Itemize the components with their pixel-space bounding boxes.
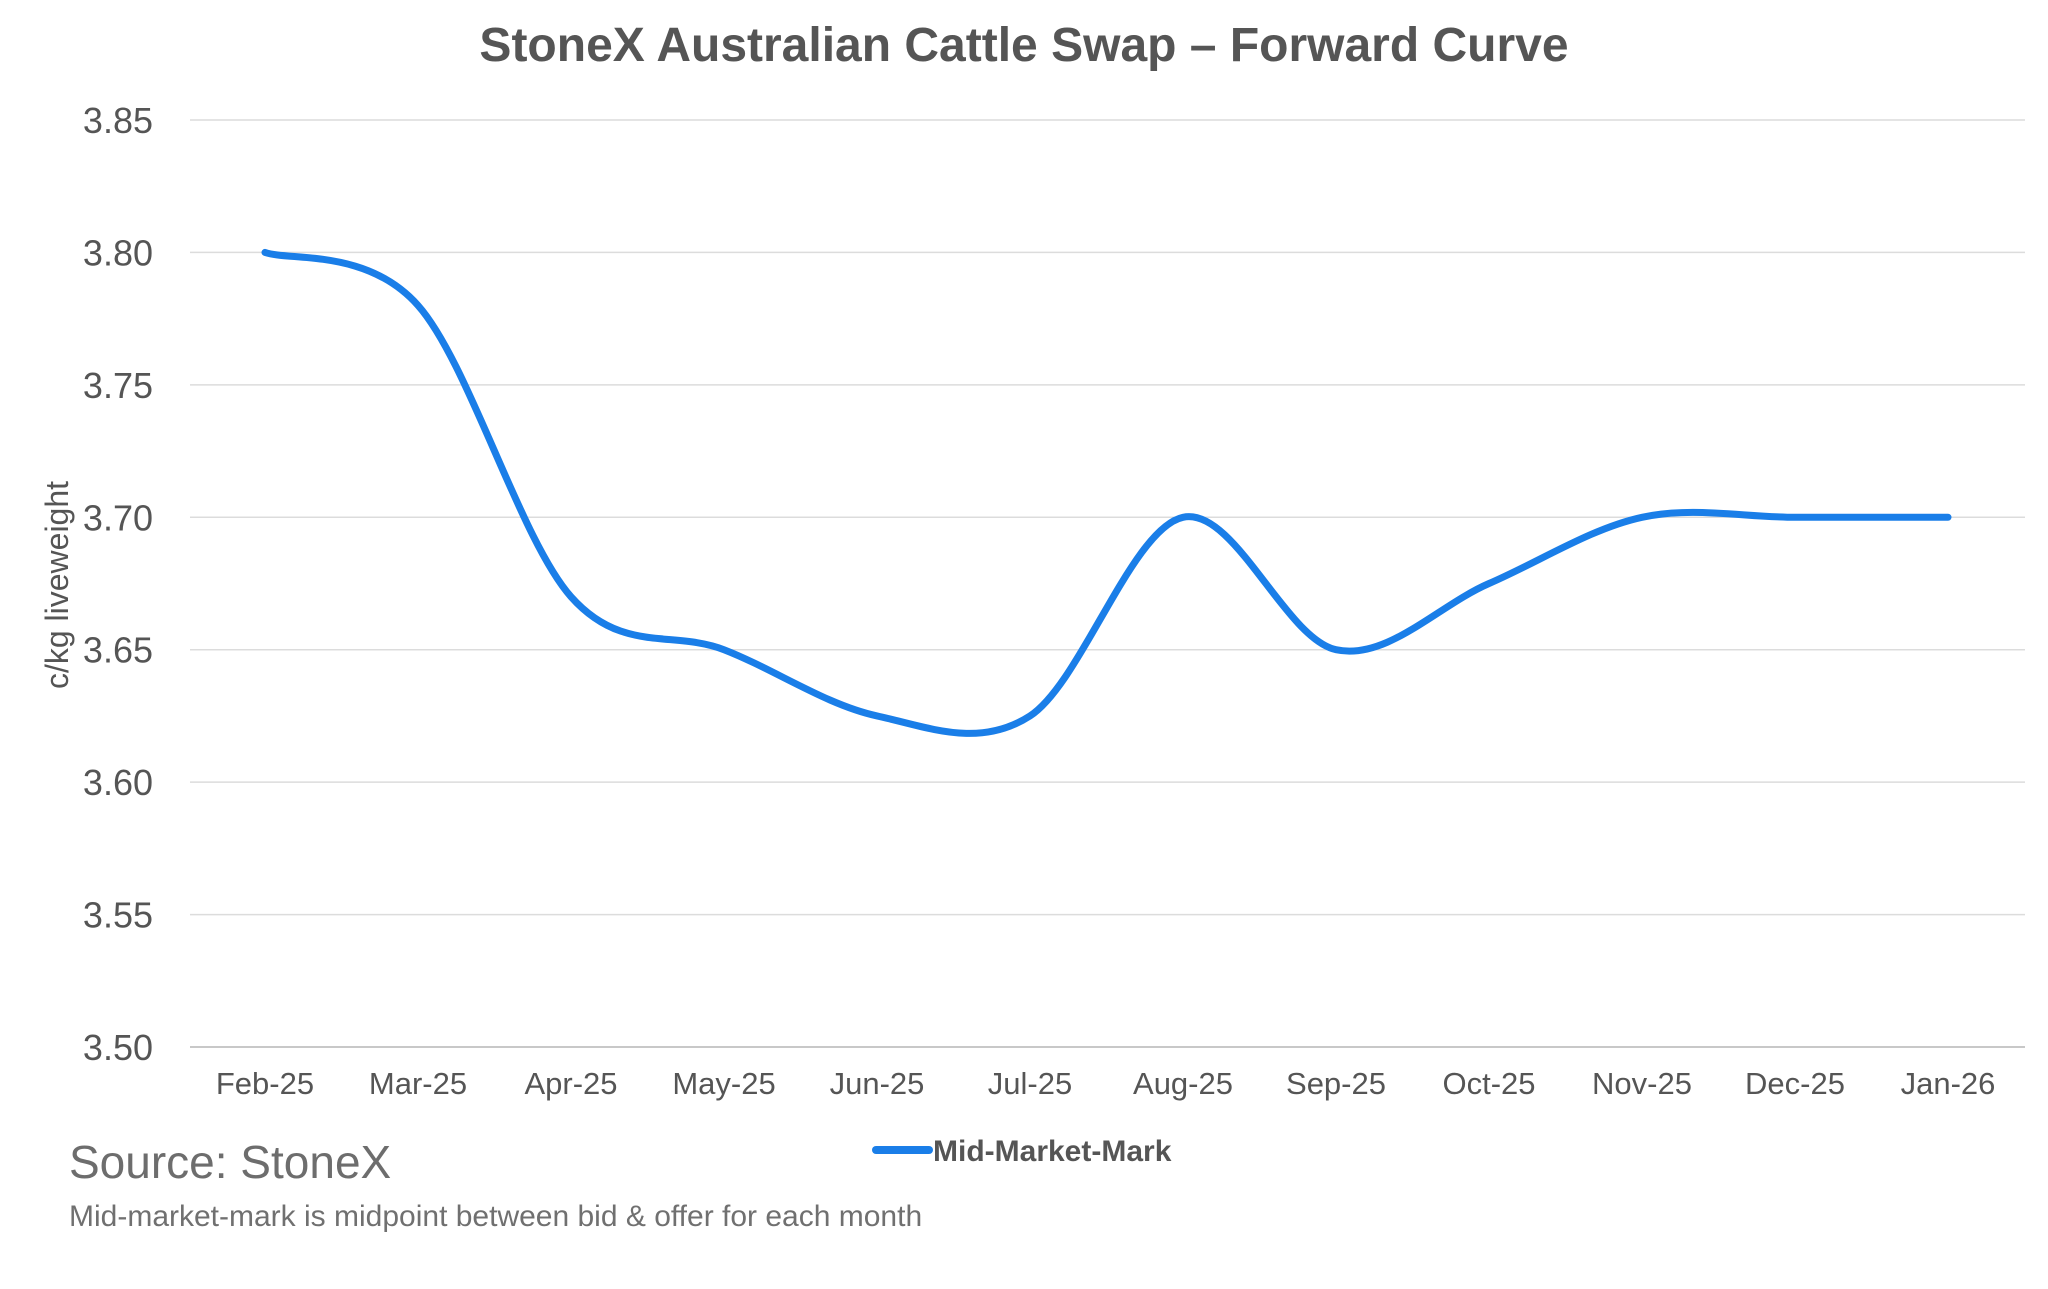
footnote: Mid-market-mark is midpoint between bid …: [69, 1200, 923, 1233]
gridlines: [190, 119, 2025, 1048]
series-line-mid-market-mark: [261, 248, 1952, 737]
y-tick-label: 3.80: [83, 232, 153, 273]
legend: Mid-Market-Mark: [872, 1135, 1172, 1168]
y-tick-label: 3.75: [83, 365, 153, 406]
x-tick-label: May-25: [672, 1066, 775, 1101]
y-axis-ticks: 3.50 3.55 3.60 3.65 3.70 3.75 3.80 3.85: [83, 100, 153, 1068]
legend-label-mid-market-mark: Mid-Market-Mark: [933, 1135, 1172, 1168]
x-tick-label: Aug-25: [1133, 1066, 1233, 1101]
y-tick-label: 3.50: [83, 1027, 153, 1068]
y-axis-label: c/kg liveweight: [39, 481, 75, 689]
x-tick-label: Feb-25: [216, 1066, 314, 1101]
x-tick-label: Sep-25: [1286, 1066, 1386, 1101]
series-layer: [261, 248, 1952, 737]
x-tick-label: Jul-25: [988, 1066, 1072, 1101]
y-tick-label: 3.60: [83, 762, 153, 803]
y-tick-label: 3.55: [83, 895, 153, 936]
y-tick-label: 3.85: [83, 100, 153, 141]
x-tick-label: Oct-25: [1442, 1066, 1535, 1101]
x-tick-label: Jan-26: [1901, 1066, 1996, 1101]
x-tick-label: Dec-25: [1745, 1066, 1845, 1101]
x-tick-label: Nov-25: [1592, 1066, 1692, 1101]
chart-title: StoneX Australian Cattle Swap – Forward …: [479, 19, 1569, 72]
x-tick-label: Apr-25: [524, 1066, 617, 1101]
x-axis-ticks: Feb-25 Mar-25 Apr-25 May-25 Jun-25 Jul-25 Aug-…: [216, 1066, 1996, 1101]
y-tick-label: 3.70: [83, 497, 153, 538]
x-tick-label: Mar-25: [369, 1066, 467, 1101]
x-tick-label: Jun-25: [830, 1066, 925, 1101]
source-label: Source: StoneX: [69, 1136, 392, 1188]
y-tick-label: 3.65: [83, 630, 153, 671]
